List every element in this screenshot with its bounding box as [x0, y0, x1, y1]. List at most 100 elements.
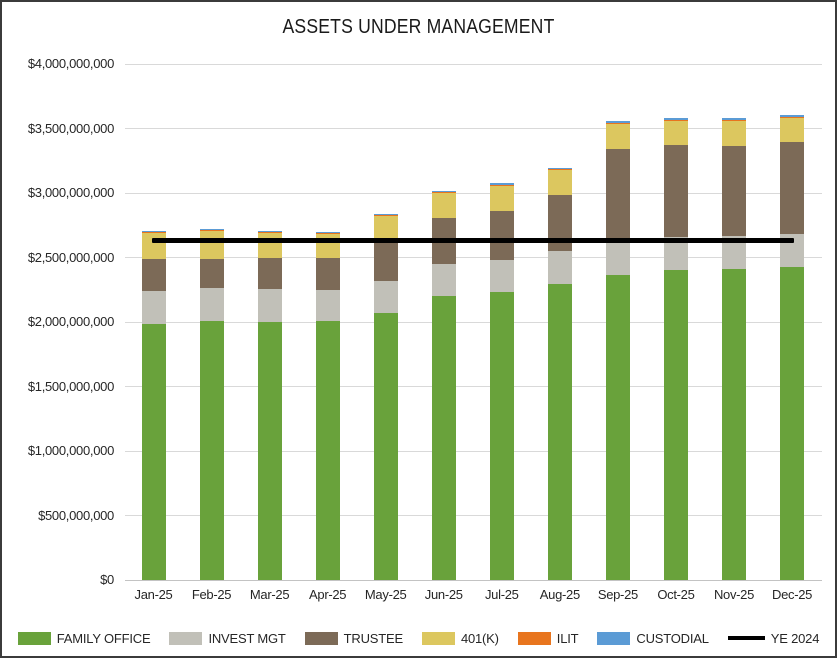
bar-nov-25-family-office[interactable] — [722, 268, 746, 580]
bar-feb-25-family-office[interactable] — [199, 320, 224, 580]
bar-jan-25-ilit[interactable] — [141, 232, 166, 234]
bar-feb-25-ilit[interactable] — [199, 230, 224, 232]
bar-mar-25-custodial[interactable] — [257, 230, 282, 232]
bar-jun-25-401-k[interactable] — [431, 193, 456, 219]
bar-sep-25-family-office[interactable] — [605, 275, 630, 580]
bar-dec-25-family-office[interactable] — [780, 266, 805, 580]
bar-jul-25-ilit[interactable] — [489, 184, 514, 186]
bar-feb-25-trustee[interactable] — [199, 258, 224, 289]
legend-item-invest-mgt[interactable]: INVEST MGT — [169, 630, 286, 646]
bar-aug-25-401-k[interactable] — [547, 169, 572, 195]
bar-feb-25-custodial[interactable] — [199, 229, 224, 231]
bar-may-25-ilit[interactable] — [373, 214, 398, 216]
bar-jun-25-custodial[interactable] — [431, 191, 456, 193]
bar-jul-25-family-office[interactable] — [489, 291, 514, 580]
bar-sep-25-trustee[interactable] — [605, 148, 630, 242]
bar-oct-25-trustee[interactable] — [663, 145, 688, 238]
bar-may-25-invest-mgt[interactable] — [373, 280, 398, 313]
bar-jul-25-trustee[interactable] — [489, 210, 514, 260]
ilit-swatch — [517, 631, 551, 645]
bar-oct-25-401-k[interactable] — [663, 121, 688, 146]
legend-item-family-office[interactable]: FAMILY OFFICE — [17, 630, 151, 646]
bar-jun-25-family-office[interactable] — [431, 295, 456, 580]
gridline — [125, 579, 822, 581]
bar-aug-25-ilit[interactable] — [547, 169, 572, 170]
y-tick-label: $500,000,000 — [38, 507, 114, 523]
legend-label: FAMILY OFFICE — [56, 630, 151, 646]
bar-apr-25-family-office[interactable] — [315, 321, 340, 580]
bar-jan-25-invest-mgt[interactable] — [141, 291, 166, 324]
bar-dec-25-custodial[interactable] — [780, 115, 805, 117]
legend-label: 401(K) — [460, 630, 499, 646]
y-tick-label: $3,500,000,000 — [27, 120, 114, 136]
bar-jul-25-custodial[interactable] — [489, 183, 514, 185]
bar-mar-25-family-office[interactable] — [257, 322, 282, 580]
y-tick-label: $3,000,000,000 — [27, 185, 114, 200]
x-tick-label: Jun-25 — [424, 587, 463, 602]
bar-aug-25-family-office[interactable] — [547, 284, 572, 580]
gridline — [125, 257, 822, 258]
bar-jan-25-custodial[interactable] — [141, 231, 166, 233]
bar-jul-25-401-k[interactable] — [489, 185, 514, 211]
gridline — [125, 450, 822, 452]
bar-mar-25-trustee[interactable] — [257, 258, 282, 290]
bar-jan-25-family-office[interactable] — [141, 323, 166, 580]
bar-sep-25-401-k[interactable] — [605, 123, 630, 149]
bar-nov-25-401-k[interactable] — [722, 121, 746, 146]
bar-mar-25-ilit[interactable] — [257, 231, 282, 233]
x-tick-label: Jan-25 — [134, 587, 173, 602]
bar-feb-25-401-k[interactable] — [199, 231, 224, 259]
legend-item-ye-2024[interactable]: YE 2024 — [727, 631, 819, 646]
ye-2024-swatch — [727, 636, 765, 640]
bar-sep-25-custodial[interactable] — [605, 121, 630, 123]
bar-aug-25-custodial[interactable] — [547, 167, 572, 169]
bar-nov-25-trustee[interactable] — [722, 145, 746, 237]
legend-label: INVEST MGT — [208, 630, 286, 646]
bar-oct-25-family-office[interactable] — [663, 270, 688, 580]
bar-aug-25-invest-mgt[interactable] — [547, 250, 572, 285]
y-tick-label: $2,000,000,000 — [27, 314, 114, 329]
legend-item-401-k[interactable]: 401(K) — [421, 630, 499, 646]
bar-apr-25-trustee[interactable] — [315, 258, 340, 291]
x-tick-label: Dec-25 — [771, 587, 813, 602]
bar-nov-25-ilit[interactable] — [722, 119, 746, 121]
bar-oct-25-custodial[interactable] — [663, 118, 688, 120]
bar-apr-25-ilit[interactable] — [315, 232, 340, 234]
bar-may-25-family-office[interactable] — [373, 312, 398, 580]
gridline — [125, 128, 822, 129]
bar-jan-25-401-k[interactable] — [141, 232, 166, 259]
bar-apr-25-invest-mgt[interactable] — [315, 290, 340, 322]
bar-may-25-401-k[interactable] — [373, 215, 398, 240]
bar-dec-25-ilit[interactable] — [780, 116, 805, 118]
custodial-swatch — [597, 631, 631, 645]
bar-sep-25-invest-mgt[interactable] — [605, 241, 630, 276]
bar-apr-25-401-k[interactable] — [315, 233, 340, 259]
bar-mar-25-invest-mgt[interactable] — [257, 289, 282, 322]
bar-jul-25-invest-mgt[interactable] — [489, 259, 514, 292]
y-tick-label: $2,500,000,000 — [27, 249, 114, 265]
x-tick-label: Feb-25 — [191, 587, 232, 602]
bar-nov-25-custodial[interactable] — [722, 118, 746, 120]
x-tick-label: Oct-25 — [657, 587, 695, 602]
bar-jun-25-ilit[interactable] — [431, 192, 456, 194]
bar-dec-25-401-k[interactable] — [780, 117, 805, 142]
bar-dec-25-trustee[interactable] — [780, 141, 805, 234]
legend-item-ilit[interactable]: ILIT — [517, 631, 579, 646]
bar-mar-25-401-k[interactable] — [257, 232, 282, 259]
ye-2024-line[interactable] — [152, 238, 794, 244]
401-k-swatch — [421, 631, 455, 645]
legend-label: TRUSTEE — [343, 630, 403, 646]
legend-item-custodial[interactable]: CUSTODIAL — [597, 631, 709, 646]
bar-may-25-trustee[interactable] — [373, 239, 398, 281]
bar-jan-25-trustee[interactable] — [141, 258, 166, 292]
bar-jun-25-invest-mgt[interactable] — [431, 263, 456, 296]
bar-sep-25-ilit[interactable] — [605, 122, 630, 124]
bar-may-25-custodial[interactable] — [373, 213, 398, 215]
bar-oct-25-ilit[interactable] — [663, 119, 688, 121]
bar-feb-25-invest-mgt[interactable] — [199, 288, 224, 321]
x-tick-label: May-25 — [364, 587, 407, 602]
gridline — [125, 192, 822, 194]
family-office-swatch — [17, 631, 51, 645]
legend-item-trustee[interactable]: TRUSTEE — [304, 630, 403, 646]
bar-apr-25-custodial[interactable] — [315, 231, 340, 233]
